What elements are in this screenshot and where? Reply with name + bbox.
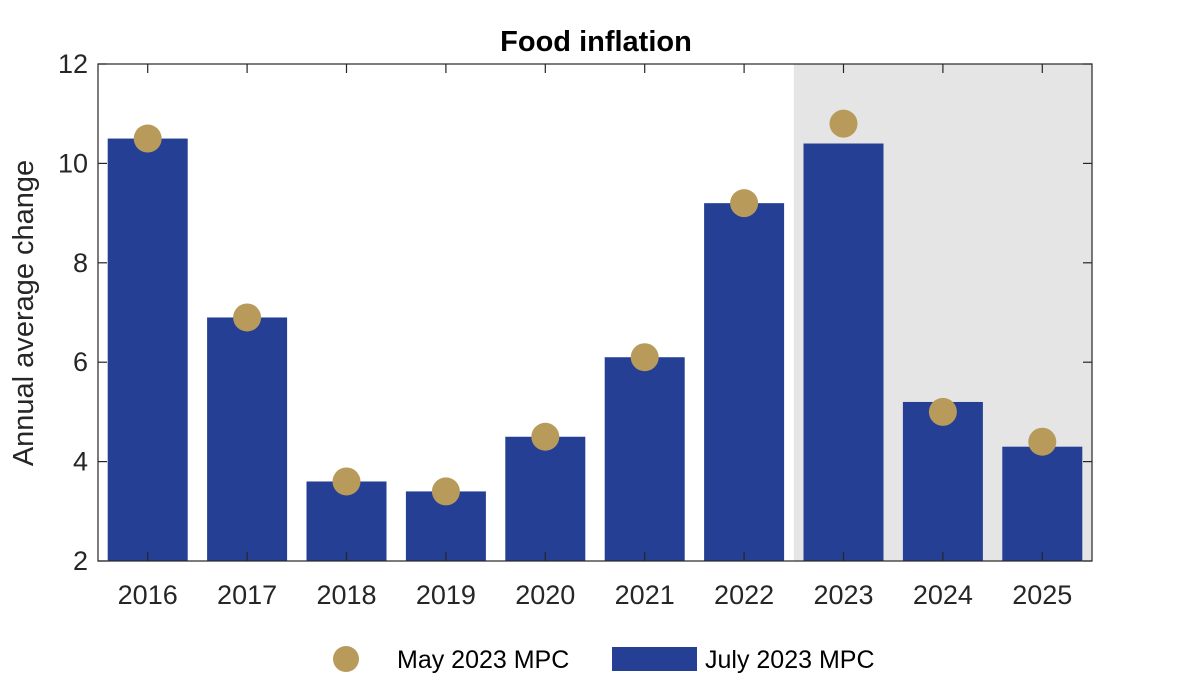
legend-swatch-july bbox=[612, 647, 697, 671]
marker-2020 bbox=[531, 422, 560, 451]
chart-title: Food inflation bbox=[500, 26, 692, 58]
x-tick-label: 2022 bbox=[714, 580, 774, 610]
bar-2022 bbox=[704, 203, 785, 561]
bar-2024 bbox=[902, 401, 983, 561]
x-tick-label: 2024 bbox=[913, 580, 973, 610]
x-tick-label: 2023 bbox=[813, 580, 873, 610]
legend: May 2023 MPC July 2023 MPC bbox=[333, 646, 875, 674]
legend-marker-may bbox=[333, 646, 359, 672]
y-axis-title: Annual average change bbox=[8, 160, 40, 466]
marker-2025 bbox=[1028, 427, 1057, 456]
x-tick-label: 2019 bbox=[416, 580, 476, 610]
marker-2016 bbox=[133, 124, 162, 153]
legend-label-may: May 2023 MPC bbox=[397, 646, 569, 674]
axes-layer: 2 4 6 8 10 12 2016 2017 2018 2019 2020 2021 2022 2023… bbox=[58, 49, 1093, 610]
markers-layer bbox=[133, 109, 1057, 506]
marker-2022 bbox=[730, 189, 759, 218]
y-tick-label: 6 bbox=[73, 347, 88, 377]
legend-label-july: July 2023 MPC bbox=[705, 646, 875, 674]
x-tick-label: 2020 bbox=[515, 580, 575, 610]
marker-2024 bbox=[928, 397, 957, 426]
bar-2023 bbox=[803, 143, 884, 561]
x-tick-label: 2018 bbox=[316, 580, 376, 610]
y-tick-label: 10 bbox=[58, 148, 88, 178]
x-tick-label: 2025 bbox=[1012, 580, 1072, 610]
marker-2017 bbox=[233, 303, 262, 332]
marker-2021 bbox=[630, 343, 659, 372]
x-tick-label: 2017 bbox=[217, 580, 277, 610]
bar-2025 bbox=[1002, 446, 1083, 561]
x-tick-label: 2016 bbox=[118, 580, 178, 610]
bar-2021 bbox=[604, 357, 685, 561]
y-tick-label: 12 bbox=[58, 49, 88, 79]
bars-layer bbox=[107, 138, 1083, 562]
marker-2019 bbox=[431, 477, 460, 506]
y-tick-label: 8 bbox=[73, 248, 88, 278]
y-tick-label: 2 bbox=[73, 546, 88, 576]
bar-2016 bbox=[107, 138, 188, 562]
x-tick-label: 2021 bbox=[615, 580, 675, 610]
bar-2020 bbox=[505, 436, 586, 561]
plot-frame bbox=[97, 63, 1093, 562]
bar-2017 bbox=[207, 317, 288, 561]
marker-2018 bbox=[332, 467, 361, 496]
y-tick-label: 4 bbox=[73, 447, 88, 477]
marker-2023 bbox=[829, 109, 858, 138]
